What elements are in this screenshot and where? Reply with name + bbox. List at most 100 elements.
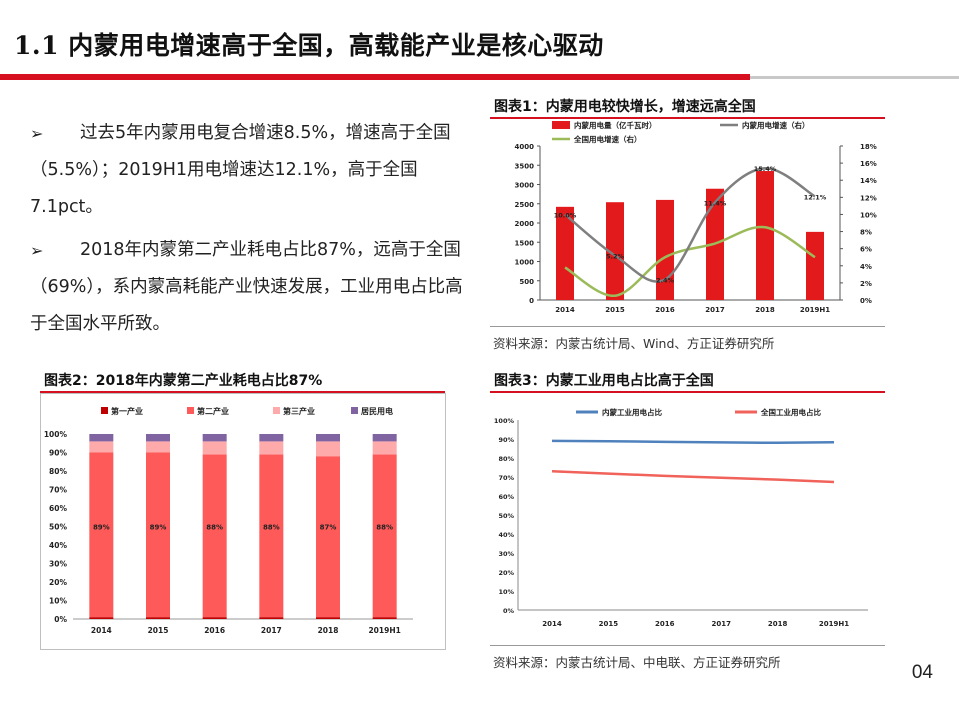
series-line-national xyxy=(564,225,816,297)
legend-label: 第二产业 xyxy=(197,406,229,416)
legend-swatch xyxy=(187,407,194,414)
data-label: 87% xyxy=(320,524,337,532)
y-tick-label: 18% xyxy=(860,143,877,151)
fig1-title-rule xyxy=(490,117,885,119)
data-label: 89% xyxy=(93,524,110,532)
data-label: 89% xyxy=(150,524,167,532)
fig1-chart: 内蒙用电量（亿千瓦时） 内蒙用电增速（右） 全国用电增速（右） 0 500 1000 150… xyxy=(515,120,877,314)
legend-label: 内蒙工业用电占比 xyxy=(602,407,662,417)
bullet-1: ➢ 过去5年内蒙用电复合增速8.5%，增速高于全国（5.5%）；2019H1用电… xyxy=(30,115,480,226)
y-tick-label: 4% xyxy=(860,263,872,271)
y-tick-label: 20% xyxy=(49,578,67,587)
data-label: 88% xyxy=(206,524,223,532)
y-tick-label: 30% xyxy=(498,550,514,558)
y-tick-label: 100% xyxy=(44,430,68,439)
x-tick-label: 2016 xyxy=(655,306,675,314)
x-tick-label: 2014 xyxy=(542,620,562,628)
y-tick-label: 2000 xyxy=(515,220,535,228)
x-tick-label: 2019H1 xyxy=(800,306,830,314)
stacked-bar-segment xyxy=(316,617,340,619)
x-tick-label: 2018 xyxy=(318,626,339,635)
y-tick-label: 30% xyxy=(49,560,67,569)
stacked-bar-segment xyxy=(259,454,284,618)
bar xyxy=(656,199,674,300)
x-tick-label: 2016 xyxy=(204,626,225,635)
y-tick-label: 1000 xyxy=(515,259,535,267)
y-tick-label: 1500 xyxy=(515,239,535,247)
fig2-chart: 第一产业 第二产业 第三产业 居民用电 0% 10% 20% 30% 40% 50% 60% 70% 8… xyxy=(40,393,446,650)
data-label: 12.1% xyxy=(804,193,827,201)
series-line-inner-mongolia xyxy=(564,166,816,283)
stacked-bar-segment xyxy=(259,441,284,455)
stacked-bar-segment xyxy=(146,434,170,442)
stacked-bar-segment xyxy=(372,454,397,618)
fig3-title-rule xyxy=(490,391,885,393)
stacked-bar-segment xyxy=(146,441,170,453)
x-tick-label: 2017 xyxy=(711,620,731,628)
stacked-bar-segment xyxy=(146,617,170,619)
stacked-bar-segment xyxy=(372,434,397,442)
y-tick-label: 4000 xyxy=(515,143,535,151)
data-label: 10.0% xyxy=(554,211,577,219)
x-tick-label: 2018 xyxy=(768,620,788,628)
legend-swatch xyxy=(101,407,108,414)
stacked-bar-segment xyxy=(316,441,340,457)
data-label: 2.4% xyxy=(656,276,675,284)
y-tick-label: 6% xyxy=(860,246,872,254)
stacked-bar-segment xyxy=(202,617,227,619)
legend-label: 内蒙用电量（亿千瓦时） xyxy=(574,120,657,130)
y-tick-label: 14% xyxy=(860,177,877,185)
x-tick-label: 2016 xyxy=(655,620,675,628)
legend-label: 内蒙用电增速（右） xyxy=(742,120,810,130)
y-tick-label: 500 xyxy=(519,278,534,286)
stacked-bar-segment xyxy=(202,454,227,618)
legend-swatch xyxy=(351,407,358,414)
title-rule-gray xyxy=(750,76,959,79)
x-tick-label: 2015 xyxy=(148,626,169,635)
stacked-bar-segment xyxy=(259,434,284,442)
legend-label: 全国工业用电占比 xyxy=(760,407,821,417)
series-line-national xyxy=(551,470,835,484)
stacked-bar-segment xyxy=(316,434,340,442)
y-tick-label: 60% xyxy=(49,504,67,513)
x-tick-label: 2019H1 xyxy=(819,620,849,628)
fig2-title: 图表2：2018年内蒙第二产业耗电占比87% xyxy=(44,373,323,389)
y-tick-label: 2% xyxy=(860,280,872,288)
title-rule-red xyxy=(0,74,750,80)
stacked-bar-segment xyxy=(146,452,170,618)
series-line-inner-mongolia xyxy=(551,439,835,445)
fig3-source: 资料来源：内蒙古统计局、中电联、方正证券研究所 xyxy=(493,655,781,670)
legend-label: 全国用电增速（右） xyxy=(573,134,642,144)
bar xyxy=(606,202,624,300)
bullet-1-text: 过去5年内蒙用电复合增速8.5%，增速高于全国（5.5%）；2019H1用电增速… xyxy=(30,123,451,217)
stacked-bar-segment xyxy=(372,617,397,619)
y-tick-label: 50% xyxy=(49,523,67,532)
data-label: 11.4% xyxy=(704,199,727,207)
bar xyxy=(756,171,774,300)
data-label: 15.4% xyxy=(754,165,777,173)
bar xyxy=(556,206,574,300)
y-tick-label: 10% xyxy=(49,597,67,606)
fig2-title-rule xyxy=(40,391,445,393)
data-label: 5.2% xyxy=(606,253,625,261)
stacked-bar-segment xyxy=(89,441,114,453)
fig3-bottom-rule xyxy=(490,645,885,646)
x-tick-label: 2014 xyxy=(555,306,575,314)
y-tick-label: 10% xyxy=(860,211,877,219)
x-tick-label: 2018 xyxy=(755,306,775,314)
fig1-bottom-rule xyxy=(490,326,885,327)
y-tick-label: 0 xyxy=(529,297,534,305)
arrow-bullet-icon: ➢ xyxy=(30,241,44,260)
y-tick-label: 16% xyxy=(860,160,877,168)
fig1-title: 图表1：内蒙用电较快增长，增速远高全国 xyxy=(494,99,756,115)
stacked-bar-segment xyxy=(89,452,114,618)
y-tick-label: 10% xyxy=(498,588,514,596)
y-tick-label: 70% xyxy=(498,474,514,482)
legend-label: 第三产业 xyxy=(283,406,315,416)
page-number: 04 xyxy=(911,662,933,683)
x-tick-label: 2019H1 xyxy=(368,626,400,635)
data-label: 88% xyxy=(376,524,393,532)
stacked-bar-segment xyxy=(202,434,227,442)
legend-swatch xyxy=(273,407,280,414)
stacked-bar-segment xyxy=(89,434,114,442)
